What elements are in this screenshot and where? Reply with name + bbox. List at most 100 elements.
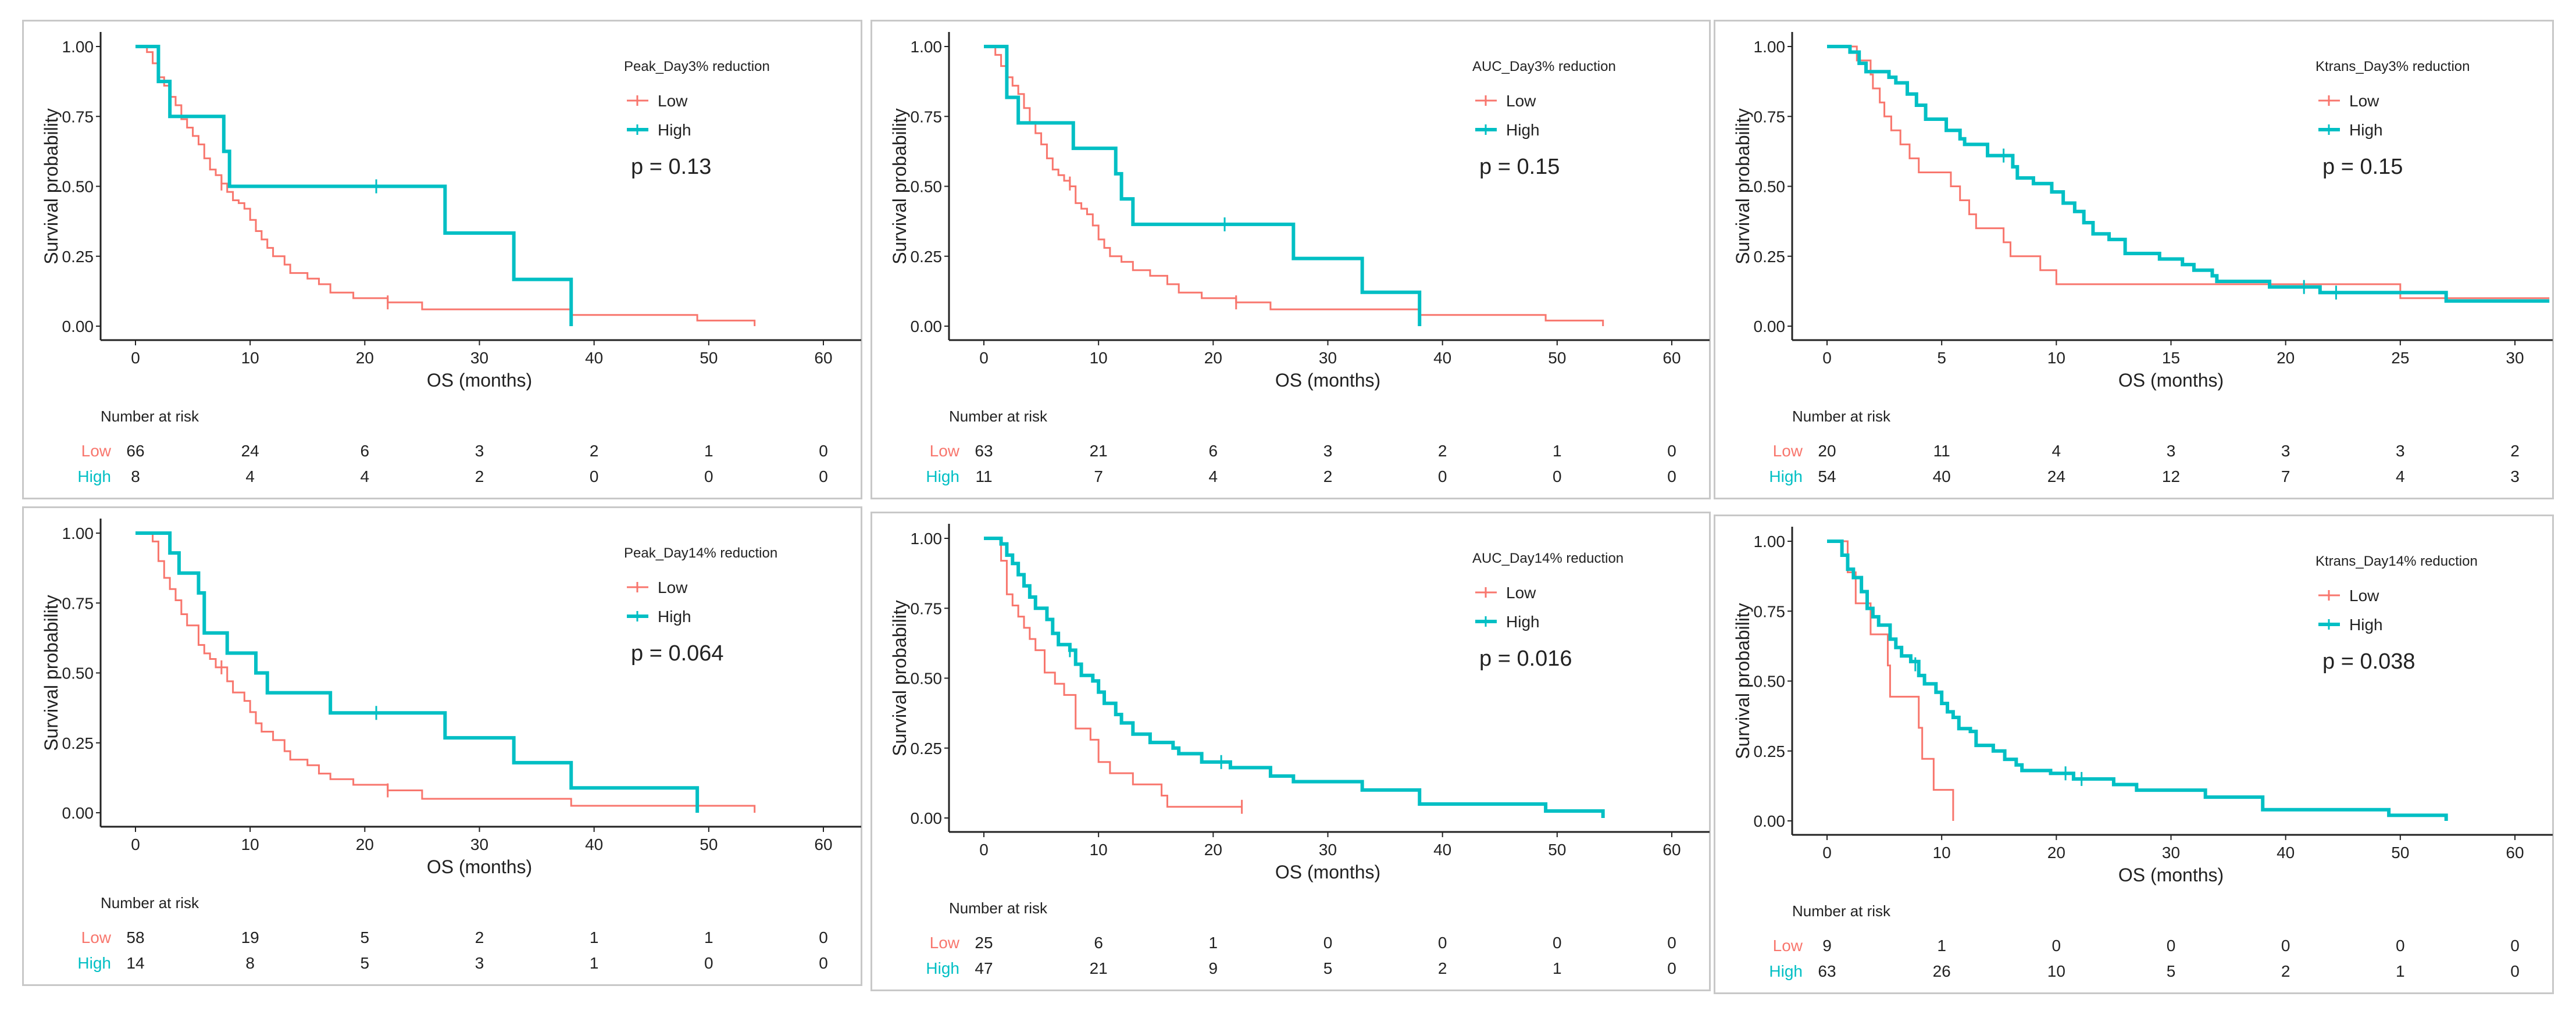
x-tick-label: 30 [1319, 349, 1337, 367]
risk-count-low: 21 [1090, 442, 1108, 460]
x-tick-label: 60 [814, 349, 832, 367]
risk-count-high: 0 [1438, 467, 1447, 485]
risk-count-low: 3 [2396, 442, 2405, 460]
risk-count-high: 4 [2396, 467, 2405, 485]
x-tick-label: 40 [1433, 841, 1451, 859]
km-panel-peak-day3: 0.00 0.25 0.50 0.75 1.00 0 10 20 30 40 50 60 OS (mon… [22, 20, 862, 499]
risk-table-title: Number at risk [949, 899, 1048, 917]
risk-count-high: 7 [2281, 467, 2290, 485]
y-axis-label: Survival probability [889, 600, 910, 756]
x-tick-label: 30 [470, 349, 488, 367]
risk-count-low: 9 [1822, 937, 1832, 955]
risk-count-high: 1 [2396, 962, 2405, 980]
risk-count-high: 3 [2510, 467, 2520, 485]
km-chart: 0.00 0.25 0.50 0.75 1.00 0 5 10 15 20 25 30 OS (mont… [1732, 32, 2553, 485]
risk-count-high: 2 [475, 467, 484, 485]
km-panel-peak-day14: 0.00 0.25 0.50 0.75 1.00 0 10 20 30 40 50 60 OS (mon… [22, 506, 862, 986]
survival-curve-high [135, 45, 573, 326]
x-axis-label: OS (months) [2118, 370, 2224, 391]
risk-count-low: 0 [819, 442, 828, 460]
x-tick-label: 40 [2277, 844, 2295, 862]
km-panel-auc-day3: 0.00 0.25 0.50 0.75 1.00 0 10 20 30 40 50 60 OS (mon… [870, 20, 1711, 499]
y-tick-label: 1.00 [911, 38, 943, 56]
x-tick-label: 15 [2162, 349, 2180, 367]
x-tick-label: 5 [1937, 349, 1946, 367]
y-tick-label: 0.75 [62, 594, 94, 612]
risk-table-title: Number at risk [1792, 902, 1891, 920]
risk-count-low: 63 [975, 442, 993, 460]
survival-curve-low [135, 45, 756, 326]
x-tick-label: 20 [2047, 844, 2065, 862]
risk-count-high: 4 [1209, 467, 1218, 485]
risk-count-low: 0 [2167, 937, 2176, 955]
y-tick-label: 1.00 [1754, 533, 1786, 551]
x-tick-label: 0 [1822, 844, 1832, 862]
risk-row-label-low: Low [1773, 442, 1803, 460]
risk-count-high: 2 [2281, 962, 2290, 980]
x-tick-label: 0 [131, 835, 140, 853]
y-axis-label: Survival probability [41, 595, 62, 751]
p-value: p = 0.064 [631, 641, 724, 666]
risk-count-low: 0 [1553, 934, 1562, 952]
x-tick-label: 20 [356, 349, 374, 367]
p-value: p = 0.15 [1479, 155, 1560, 179]
y-tick-label: 0.50 [911, 178, 943, 196]
x-tick-label: 40 [585, 835, 603, 853]
x-tick-label: 10 [1090, 841, 1108, 859]
risk-count-low: 2 [475, 928, 484, 946]
y-tick-label: 0.00 [62, 804, 94, 822]
risk-count-low: 2 [1438, 442, 1447, 460]
y-tick-label: 0.25 [62, 734, 94, 752]
survival-curve-low [984, 537, 1242, 808]
risk-count-low: 6 [361, 442, 370, 460]
risk-count-low: 3 [475, 442, 484, 460]
legend-label-high: High [658, 121, 691, 139]
risk-count-high: 1 [590, 954, 599, 972]
risk-count-high: 0 [1667, 467, 1676, 485]
risk-count-low: 0 [2052, 937, 2061, 955]
risk-count-low: 25 [975, 934, 993, 952]
risk-count-high: 0 [590, 467, 599, 485]
survival-curve-high [1827, 45, 2550, 303]
risk-count-high: 4 [361, 467, 370, 485]
y-tick-label: 0.25 [1754, 248, 1786, 266]
risk-count-high: 5 [1323, 959, 1333, 977]
risk-count-high: 5 [2167, 962, 2176, 980]
y-axis-label: Survival probability [1732, 108, 1753, 265]
risk-count-high: 1 [1553, 959, 1562, 977]
risk-count-low: 19 [241, 928, 259, 946]
risk-count-high: 40 [1933, 467, 1951, 485]
risk-count-high: 24 [2047, 467, 2065, 485]
risk-row-label-high: High [77, 467, 111, 485]
risk-count-high: 7 [1094, 467, 1103, 485]
survival-curve-low [1827, 540, 1954, 821]
y-tick-label: 0.00 [62, 317, 94, 335]
risk-row-label-low: Low [1773, 937, 1803, 955]
risk-count-high: 0 [2510, 962, 2520, 980]
x-tick-label: 20 [2277, 349, 2295, 367]
y-tick-label: 0.25 [62, 248, 94, 266]
y-tick-label: 0.50 [62, 178, 94, 196]
legend-label-low: Low [2349, 587, 2379, 605]
y-tick-label: 0.00 [1754, 812, 1786, 830]
y-tick-label: 0.50 [1754, 178, 1786, 196]
x-tick-label: 0 [1822, 349, 1832, 367]
p-value: p = 0.15 [2322, 155, 2403, 179]
legend-title: Ktrans_Day3% reduction [2315, 59, 2470, 74]
x-tick-label: 60 [814, 835, 832, 853]
y-tick-label: 1.00 [62, 38, 94, 56]
risk-count-low: 20 [1818, 442, 1836, 460]
y-axis-label: Survival probability [1732, 603, 1753, 759]
legend-label-low: Low [1506, 92, 1536, 110]
y-tick-label: 0.25 [911, 740, 943, 758]
y-tick-label: 0.50 [62, 665, 94, 683]
risk-count-high: 0 [1667, 959, 1676, 977]
risk-row-label-low: Low [930, 442, 960, 460]
risk-count-high: 12 [2162, 467, 2180, 485]
risk-count-high: 0 [704, 467, 713, 485]
x-axis-label: OS (months) [1275, 862, 1380, 883]
p-value: p = 0.038 [2322, 649, 2416, 674]
